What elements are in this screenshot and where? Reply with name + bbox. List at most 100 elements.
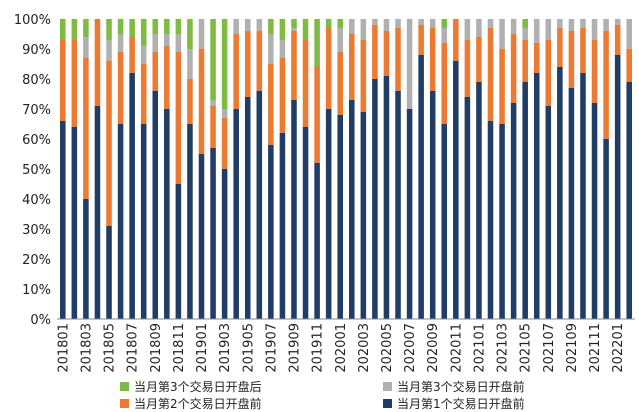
x-tick-label: 202001 (334, 323, 349, 372)
bar-segment-201909-s3 (291, 28, 297, 31)
bar-segment-201902-s2 (210, 19, 216, 100)
bar-segment-202006-s3 (395, 19, 401, 28)
bar-segment-201812-s1 (187, 79, 193, 124)
bar-segment-202012-s0 (464, 97, 471, 319)
bar-segment-201803-s2 (83, 19, 89, 37)
bar-segment-202104-s0 (510, 103, 517, 319)
y-tick-label: 0% (30, 313, 51, 328)
bar-segment-201909-s1 (291, 31, 297, 100)
bar-segment-201911-s2 (314, 19, 320, 67)
bar-segment-201905-s3 (244, 19, 251, 31)
bar-segment-202010-s2 (441, 19, 448, 28)
bar-segment-201905-s1 (244, 31, 251, 97)
bar-segment-202001-s0 (337, 115, 343, 319)
bar-segment-202102-s1 (487, 28, 494, 121)
bar-segment-201909-s0 (291, 100, 297, 319)
legend-item-day2-before-open: 当月第2个交易日开盘前 (120, 395, 262, 412)
x-tick-label: 202201 (611, 323, 626, 372)
bar-segment-202110-s0 (580, 73, 586, 319)
y-tick-label: 100% (14, 13, 51, 28)
x-tick-label: 202105 (519, 323, 534, 372)
bar-segment-201806-s3 (117, 34, 124, 52)
bar-segment-201907-s2 (268, 19, 274, 34)
x-tick-label: 202101 (472, 323, 487, 372)
bar-segment-201810-s3 (164, 34, 170, 46)
bar-segment-202005-s0 (383, 76, 390, 319)
bar-segment-201802-s2 (71, 19, 78, 40)
bar-segment-202101-s3 (476, 19, 482, 37)
bar-segment-202101-s0 (476, 82, 482, 319)
y-tick-label: 30% (22, 223, 51, 238)
bar-segment-202104-s3 (510, 19, 517, 34)
bar-segment-201912-s2 (325, 19, 332, 28)
bar-segment-201808-s2 (140, 19, 147, 46)
y-tick-label: 70% (22, 103, 51, 118)
bar-segment-202011-s1 (453, 19, 459, 61)
bar-segment-201903-s3 (221, 109, 228, 118)
bar-segment-202105-s1 (522, 40, 528, 82)
bar-segment-202109-s1 (568, 31, 575, 88)
x-tick-label: 202005 (380, 323, 395, 372)
bar-segment-201807-s1 (129, 37, 135, 73)
bar-segment-201909-s2 (291, 19, 297, 28)
bar-segment-202202-s3 (626, 19, 632, 49)
bar-segment-202009-s1 (429, 28, 436, 91)
bar-segment-202201-s1 (614, 25, 621, 55)
bar-segment-201808-s1 (140, 64, 147, 124)
bar-segment-202005-s3 (383, 19, 390, 31)
bar-segment-202105-s0 (522, 82, 528, 319)
bar-segment-201908-s1 (279, 58, 286, 133)
bar-segment-201811-s1 (175, 52, 182, 184)
bar-segment-201808-s3 (140, 46, 147, 64)
x-tick-label: 201805 (103, 323, 118, 372)
bar-segment-202201-s0 (614, 55, 621, 319)
bar-segment-201812-s2 (187, 19, 193, 49)
bar-segment-201805-s1 (106, 61, 112, 226)
legend-label: 当月第2个交易日开盘前 (134, 397, 262, 411)
bar-segment-201910-s2 (302, 19, 309, 40)
bar-segment-201901-s3 (198, 19, 205, 49)
bar-segment-201908-s2 (279, 19, 286, 40)
bar-segment-202107-s0 (545, 106, 552, 319)
legend: 当月第3个交易日开盘后 当月第3个交易日开盘前 当月第2个交易日开盘前 当月第1… (0, 372, 639, 411)
bar-segment-202111-s1 (591, 40, 598, 103)
bar-segment-201908-s3 (279, 40, 286, 58)
bar-segment-201904-s1 (233, 34, 239, 109)
bar-segment-202102-s0 (487, 121, 494, 319)
bar-segment-201902-s0 (210, 148, 216, 319)
bar-segment-202002-s0 (349, 100, 355, 319)
legend-label: 当月第3个交易日开盘后 (134, 380, 262, 394)
bar-segment-202105-s2 (522, 19, 528, 28)
bar-segment-201906-s1 (256, 31, 263, 91)
bar-segment-201912-s1 (325, 28, 332, 109)
bar-segment-202010-s0 (441, 124, 448, 319)
bar-segment-202202-s1 (626, 49, 632, 82)
legend-swatch (120, 382, 129, 391)
bar-segment-201805-s3 (106, 40, 112, 61)
x-tick-label: 201911 (311, 323, 326, 372)
legend-label: 当月第3个交易日开盘前 (397, 380, 525, 394)
bar-segment-202109-s0 (568, 88, 575, 319)
bar-segment-202001-s1 (337, 52, 343, 115)
bar-segment-201804-s0 (94, 106, 101, 319)
bar-segment-201812-s3 (187, 49, 193, 79)
legend-swatch (120, 399, 129, 408)
y-tick-label: 20% (22, 253, 51, 268)
bar-segment-202008-s0 (418, 55, 424, 319)
bar-segment-202106-s0 (533, 73, 540, 319)
bar-segment-202004-s1 (372, 25, 378, 79)
bar-segment-202202-s0 (626, 82, 632, 319)
bar-segment-201903-s0 (221, 169, 228, 319)
x-tick-label: 201801 (56, 323, 71, 372)
y-tick-label: 50% (22, 163, 51, 178)
legend-item-day3-after-open: 当月第3个交易日开盘后 (120, 378, 262, 395)
stacked-bar-chart: 0% 10% 20% 30% 40% 50% 60% 70% 80% 90% 100% 201801 2… (14, 13, 635, 372)
bar-segment-202112-s3 (603, 19, 609, 31)
bar-segment-202103-s1 (499, 49, 505, 124)
x-tick-label: 202109 (565, 323, 580, 372)
bar-segment-201805-s2 (106, 19, 112, 40)
bar-segment-202106-s3 (533, 19, 540, 43)
bar-segment-201903-s2 (221, 19, 228, 109)
bar-segment-201810-s2 (164, 19, 170, 34)
legend-item-day1-before-open: 当月第1个交易日开盘前 (383, 395, 525, 412)
